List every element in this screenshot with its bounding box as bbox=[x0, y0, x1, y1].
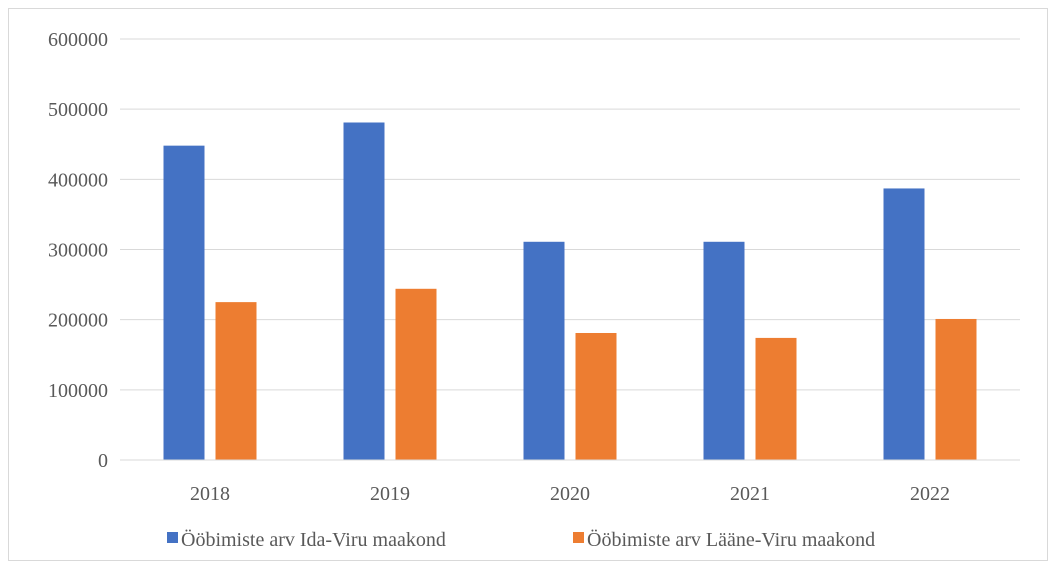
bar-2018-series-1 bbox=[163, 145, 205, 461]
bars bbox=[163, 122, 977, 461]
x-tick-label: 2020 bbox=[550, 483, 590, 505]
y-tick-label: 600000 bbox=[48, 29, 108, 51]
bar-2022-series-1 bbox=[883, 188, 925, 460]
y-tick-label: 500000 bbox=[48, 99, 108, 121]
x-tick-label: 2018 bbox=[190, 483, 230, 505]
bar-2021-series-1 bbox=[703, 241, 745, 460]
y-tick-label: 400000 bbox=[48, 169, 108, 191]
bar-2021-series-2 bbox=[755, 337, 797, 460]
y-tick-label: 300000 bbox=[48, 240, 108, 262]
y-tick-label: 200000 bbox=[48, 310, 108, 332]
legend-swatch-2 bbox=[573, 532, 584, 543]
bar-2019-series-1 bbox=[343, 122, 385, 460]
bar-2019-series-2 bbox=[395, 288, 437, 460]
bar-2018-series-2 bbox=[215, 302, 257, 460]
y-tick-label: 0 bbox=[98, 450, 108, 472]
legend: Ööbimiste arv Ida-Viru maakond Ööbimiste … bbox=[167, 528, 875, 551]
x-axis-ticks: 2018 2019 2020 2021 2022 bbox=[190, 483, 950, 505]
x-tick-label: 2019 bbox=[370, 483, 410, 505]
bar-2022-series-2 bbox=[935, 318, 977, 460]
legend-label-2: Ööbimiste arv Lääne-Viru maakond bbox=[587, 528, 875, 551]
legend-label-1: Ööbimiste arv Ida-Viru maakond bbox=[181, 528, 446, 551]
x-tick-label: 2021 bbox=[730, 483, 770, 505]
x-tick-label: 2022 bbox=[910, 483, 950, 505]
y-tick-label: 100000 bbox=[48, 380, 108, 402]
bar-2020-series-2 bbox=[575, 332, 617, 460]
legend-swatch-1 bbox=[167, 532, 178, 543]
y-axis-ticks: 0 100000 200000 300000 400000 500000 600000 bbox=[48, 29, 108, 472]
bar-2020-series-1 bbox=[523, 241, 565, 460]
gridlines bbox=[120, 38, 1020, 391]
